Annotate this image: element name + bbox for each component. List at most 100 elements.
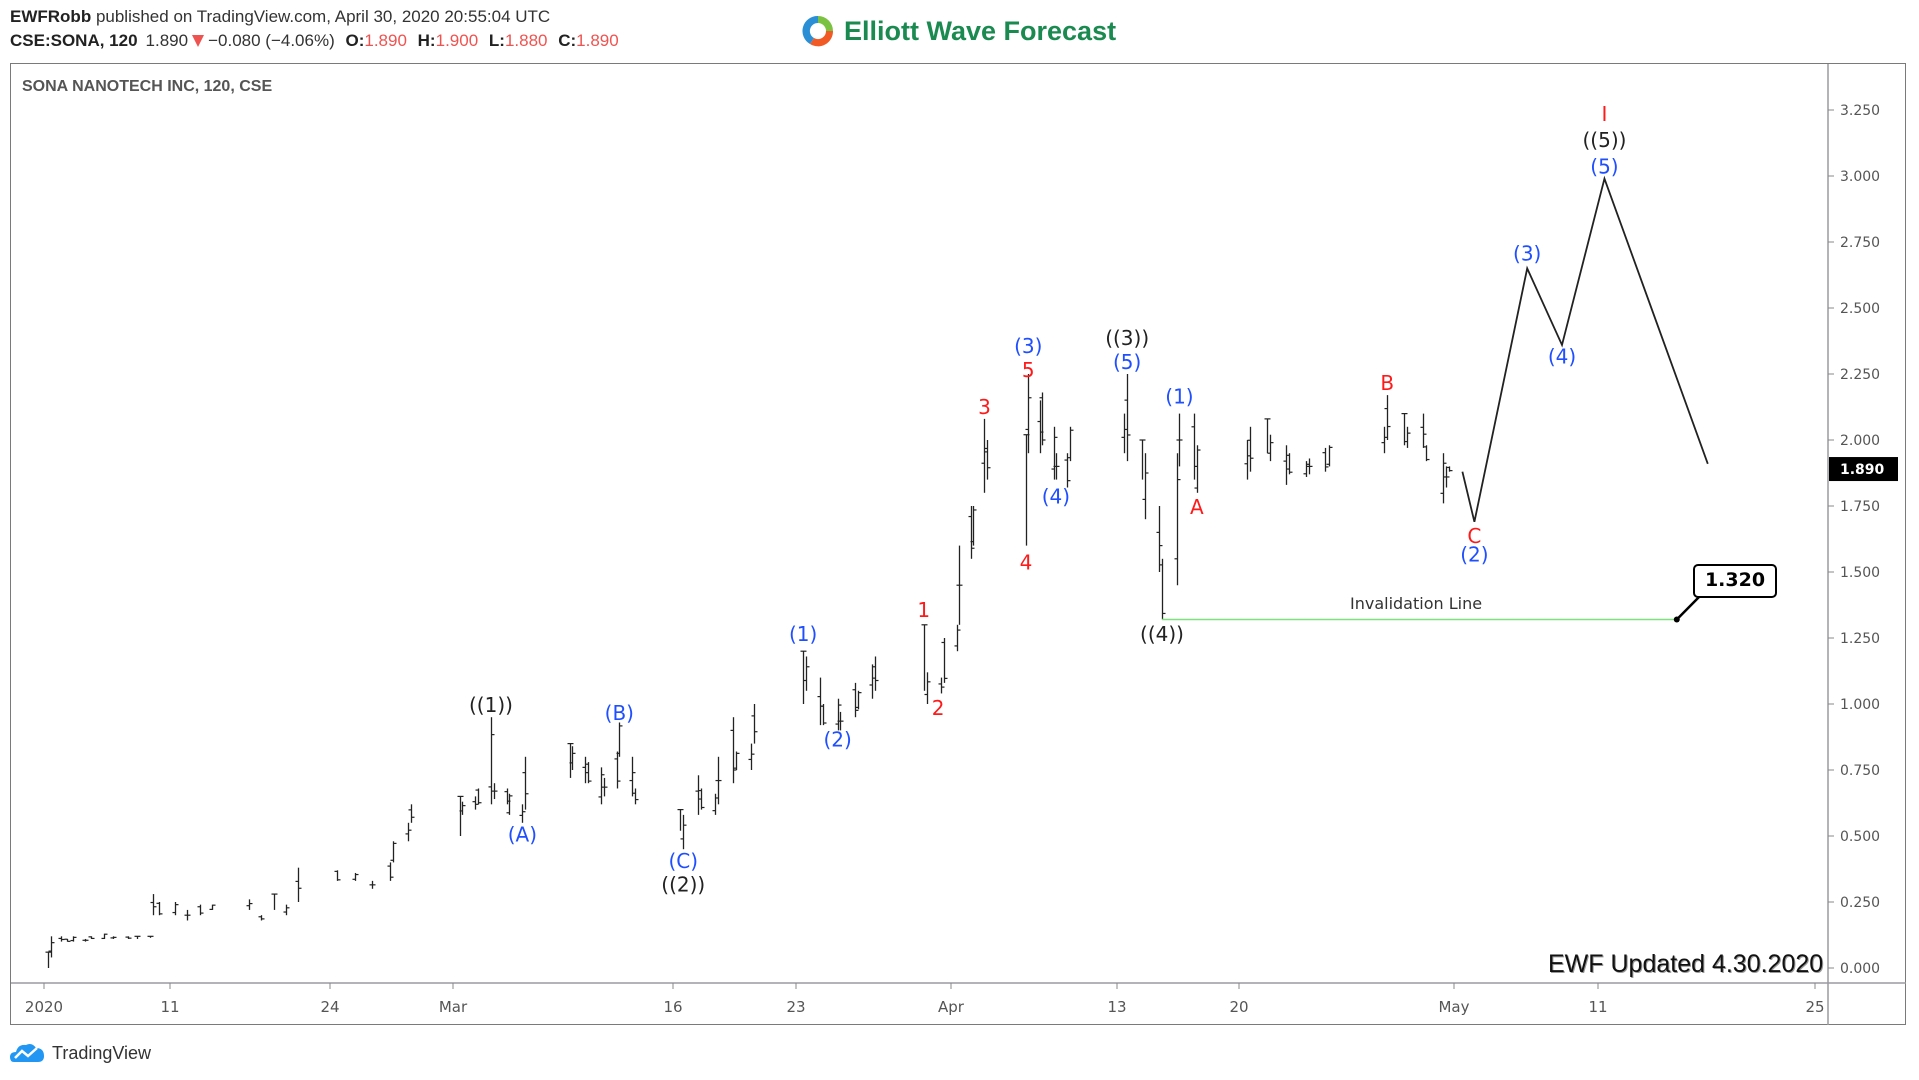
price-bar — [921, 624, 928, 691]
price-bar — [295, 867, 302, 902]
x-tick-label: 16 — [663, 998, 682, 1016]
price-bar — [246, 899, 253, 910]
price-bar — [1176, 413, 1183, 467]
close-label: C: — [558, 31, 577, 50]
price-bar — [1191, 413, 1198, 480]
price-bar — [258, 915, 265, 921]
price-bar — [835, 698, 842, 731]
wave-label: (B) — [605, 701, 634, 725]
y-tick-label: 0.500 — [1840, 829, 1880, 845]
wave-labels: ((1))(A)(B)(C)((2))(1)(2)12345(3)(4)((3)… — [469, 102, 1626, 897]
wave-label: 3 — [978, 395, 991, 419]
high-value: 1.900 — [435, 31, 479, 50]
price-bar — [1322, 447, 1329, 472]
wave-label: (3) — [1014, 334, 1042, 358]
price-bar — [1446, 466, 1453, 472]
time-axis[interactable]: 2020 11 24 Mar 16 23 Apr 13 20 May 11 25 — [25, 983, 1825, 1016]
price-bar — [408, 804, 415, 823]
price-bar — [1053, 453, 1060, 480]
x-tick-label: 11 — [1588, 998, 1607, 1016]
price-bar — [569, 746, 576, 770]
wave-label: (2) — [823, 727, 851, 751]
price-bar — [459, 801, 466, 815]
published-text: published on TradingView.com, April 30, … — [95, 7, 551, 26]
down-triangle-icon — [192, 35, 205, 47]
price-bar — [1194, 445, 1201, 493]
price-bar — [1401, 413, 1408, 446]
price-bar — [567, 742, 574, 778]
tradingview-logo[interactable]: TradingView — [10, 1042, 151, 1064]
price-bar — [48, 936, 55, 958]
y-tick-label: 0.750 — [1840, 763, 1880, 779]
open-label: O: — [345, 31, 365, 50]
price-bar — [156, 902, 163, 916]
price-bar — [1267, 434, 1274, 462]
price-bar — [800, 650, 807, 704]
chart-frame[interactable] — [10, 63, 1906, 1025]
x-tick-label: 11 — [160, 998, 179, 1016]
x-tick-label: 20 — [1229, 998, 1248, 1016]
ewf-logo-text: Elliott Wave Forecast — [844, 15, 1117, 46]
price-bar — [924, 672, 931, 704]
current-price-label: 1.890 — [1840, 462, 1885, 478]
y-tick-label: 3.000 — [1840, 169, 1880, 185]
price-bar — [172, 902, 179, 916]
x-tick-label: May — [1438, 998, 1469, 1016]
price-bar — [457, 795, 464, 836]
ewf-logo-icon — [802, 15, 834, 47]
y-tick-label: 1.500 — [1840, 565, 1880, 581]
high-label: H: — [417, 31, 436, 50]
wave-label: ((4)) — [1140, 622, 1184, 646]
callout-pointer — [1675, 594, 1712, 621]
price-bar — [1025, 374, 1032, 454]
low-label: L: — [488, 31, 505, 50]
wave-label: C — [1467, 524, 1481, 548]
y-tick-label: 0.250 — [1840, 895, 1880, 911]
invalidation-line-label: Invalidation Line — [1350, 594, 1483, 613]
price-bar — [82, 938, 89, 942]
price-bar — [872, 656, 879, 691]
price-bar — [1404, 426, 1411, 448]
price-bar — [1051, 426, 1058, 480]
x-tick-label: 13 — [1107, 998, 1126, 1016]
wave-label: (A) — [508, 823, 537, 847]
price-bar — [184, 909, 191, 921]
wave-label: (C) — [668, 849, 698, 873]
price-bar — [58, 936, 65, 942]
price-bar — [941, 638, 948, 683]
ohlc-legend: CSE:SONA, 120 1.890 −0.080 (−4.06%) O:1.89… — [10, 31, 619, 51]
price-bar — [1440, 453, 1447, 504]
price-bar — [614, 751, 621, 789]
price-bars — [45, 374, 1453, 968]
price-bar — [1443, 466, 1450, 488]
price-bar — [334, 870, 341, 881]
price-axis[interactable]: 0.000 0.250 0.500 0.750 1.000 1.250 1.500 1.750… — [1828, 103, 1898, 977]
price-bar — [712, 793, 719, 815]
price-bar — [820, 704, 827, 726]
wave-label: ((5)) — [1582, 128, 1626, 152]
price-bar — [616, 722, 623, 757]
price-bar — [855, 690, 862, 710]
price-bar — [852, 682, 859, 718]
invalidation-price-callout: 1.320 — [1693, 564, 1777, 598]
price-bar — [598, 767, 605, 805]
price-bar — [45, 951, 52, 968]
tradingview-cloud-icon — [10, 1044, 44, 1062]
publish-info: EWFRobb published on TradingView.com, Ap… — [10, 7, 550, 27]
price-bar — [488, 717, 495, 805]
price-bar — [369, 880, 376, 889]
price-bar — [283, 904, 290, 916]
wave-label: (4) — [1042, 485, 1070, 509]
price-bar — [1039, 392, 1046, 446]
y-tick-label: 2.000 — [1840, 433, 1880, 449]
price-bar — [472, 796, 479, 810]
wave-label: (3) — [1513, 242, 1541, 266]
price-bar — [1283, 445, 1290, 485]
y-tick-label: 3.250 — [1840, 103, 1880, 119]
projection-path — [1162, 175, 1712, 623]
price-bar — [751, 704, 758, 744]
wave-label: (1) — [1165, 384, 1193, 408]
y-tick-label: 2.750 — [1840, 235, 1880, 251]
price-bar — [1174, 453, 1181, 586]
